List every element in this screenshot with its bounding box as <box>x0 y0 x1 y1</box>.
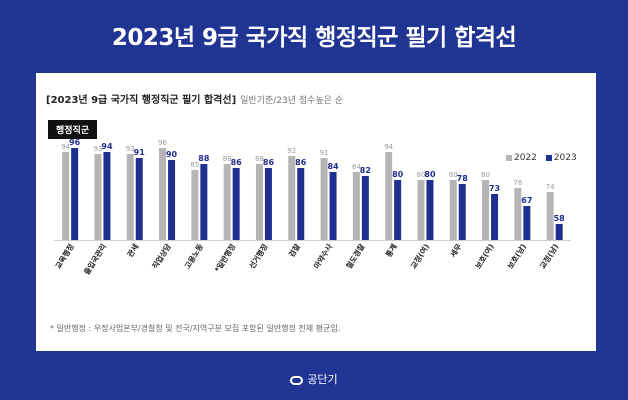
data-label-2023-8: 84 <box>327 162 339 171</box>
bar-2022-11 <box>417 180 425 240</box>
bar-2022-15 <box>546 192 554 240</box>
chart-title: [2023년 9급 국가직 행정직군 필기 합격선] 일반기준/23년 점수높은 … <box>46 91 343 106</box>
brand-name: 공단기 <box>307 373 338 386</box>
bar-2022-5 <box>223 164 231 240</box>
bar-2023-6 <box>264 168 272 240</box>
page-title: 2023년 9급 국가직 행정직군 필기 합격선 <box>111 25 517 51</box>
group-tag: 행정직군 <box>48 120 98 139</box>
category-label-14: 보호(남) <box>505 242 528 271</box>
data-label-2022-10: 94 <box>384 143 393 151</box>
data-label-2023-15: 58 <box>554 214 566 223</box>
category-label-9: 철도경찰 <box>343 242 366 271</box>
bar-2023-1 <box>103 152 111 240</box>
data-label-2022-0: 94 <box>61 143 70 151</box>
legend-label-2022: 2022 <box>514 153 537 163</box>
bar-2022-1 <box>94 154 102 240</box>
data-label-2022-1: 93 <box>93 145 102 153</box>
bar-2022-0 <box>62 152 70 240</box>
data-label-2022-5: 88 <box>223 155 232 163</box>
data-label-2023-13: 73 <box>489 184 500 193</box>
bar-2022-3 <box>159 148 167 240</box>
legend-swatch-2022 <box>506 154 512 161</box>
bar-2023-3 <box>168 160 176 240</box>
category-label-11: 교정(여) <box>408 242 431 271</box>
bar-2022-10 <box>385 152 393 240</box>
category-label-12: 세무 <box>448 242 464 259</box>
bar-2023-5 <box>232 168 240 240</box>
bar-2023-11 <box>426 180 434 240</box>
data-label-2022-12: 80 <box>449 171 458 179</box>
bar-2023-15 <box>555 224 563 240</box>
category-label-7: 검찰 <box>286 242 302 259</box>
category-label-4: 고용노동 <box>182 242 205 271</box>
category-label-13: 보호(여) <box>473 242 496 271</box>
bar-2022-13 <box>482 180 490 240</box>
data-label-2023-4: 88 <box>198 154 210 163</box>
bar-2022-8 <box>320 158 328 240</box>
bar-2023-7 <box>297 168 305 240</box>
bar-2022-14 <box>514 188 522 240</box>
data-label-2022-9: 84 <box>352 163 361 171</box>
category-label-1: 출입국관리 <box>81 242 108 277</box>
data-label-2023-10: 80 <box>392 170 404 179</box>
data-label-2022-13: 80 <box>481 171 490 179</box>
data-label-2023-5: 86 <box>231 158 243 167</box>
data-label-2023-2: 91 <box>134 148 146 157</box>
data-label-2023-0: 96 <box>69 138 81 147</box>
data-label-2022-6: 88 <box>255 155 264 163</box>
chart-panel: [2023년 9급 국가직 행정직군 필기 합격선] 일반기준/23년 점수높은 … <box>36 73 596 351</box>
category-label-0: 교육행정 <box>53 242 76 271</box>
legend-label-2023: 2023 <box>553 153 577 163</box>
bar-2022-4 <box>191 170 199 240</box>
category-label-3: 직업상담 <box>150 242 173 271</box>
data-label-2022-11: 80 <box>416 171 425 179</box>
category-label-5: *일반행정 <box>212 242 237 274</box>
bar-2022-7 <box>288 156 296 240</box>
footnote: * 일반행정 : 우정사업본부/경찰청 및 전국/지역구분 모집 포함된 일반행… <box>50 324 341 333</box>
bar-2022-6 <box>255 164 263 240</box>
data-label-2022-4: 85 <box>190 161 199 169</box>
bar-2023-14 <box>523 206 531 240</box>
brand-footer: 공단기 <box>0 371 628 387</box>
bar-2023-13 <box>491 194 499 240</box>
cloud-logo-icon <box>290 375 304 385</box>
data-label-2023-3: 90 <box>166 150 178 159</box>
bar-2023-10 <box>394 180 402 240</box>
chart-legend: 2022 2023 <box>506 153 583 163</box>
category-label-10: 통계 <box>383 242 399 259</box>
bar-2023-12 <box>458 184 466 240</box>
category-label-15: 교정(남) <box>537 242 560 271</box>
bar-2022-9 <box>352 172 360 240</box>
bar-2023-4 <box>200 164 208 240</box>
bar-2023-2 <box>135 158 143 240</box>
category-label-2: 관세 <box>125 242 141 259</box>
bar-2022-2 <box>126 154 134 240</box>
data-label-2023-1: 94 <box>101 142 113 151</box>
data-label-2022-7: 92 <box>287 147 296 155</box>
data-label-2023-11: 80 <box>424 170 436 179</box>
data-label-2022-3: 96 <box>158 139 167 147</box>
legend-swatch-2023 <box>545 154 552 161</box>
chart-title-text: [2023년 9급 국가직 행정직군 필기 합격선] <box>46 95 237 106</box>
data-label-2023-14: 67 <box>521 196 532 205</box>
legend-item-2023: 2023 <box>545 153 577 163</box>
legend-item-2022: 2022 <box>506 153 537 163</box>
bar-2023-9 <box>361 176 369 240</box>
category-label-8: 마약수사 <box>311 242 334 271</box>
data-label-2022-14: 76 <box>513 179 522 187</box>
data-label-2022-2: 93 <box>126 145 135 153</box>
data-label-2023-7: 86 <box>295 158 307 167</box>
bar-chart: 9496교육행정9394출입국관리9391관세9690직업상담8588고용노동8… <box>53 138 571 277</box>
data-label-2023-9: 82 <box>360 166 371 175</box>
data-label-2022-8: 91 <box>320 149 329 157</box>
bar-2022-12 <box>449 180 457 240</box>
data-label-2023-6: 86 <box>263 158 275 167</box>
category-label-6: 선거행정 <box>247 242 270 271</box>
bar-2023-8 <box>329 172 337 240</box>
data-label-2022-15: 74 <box>546 183 555 191</box>
data-label-2023-12: 78 <box>457 174 469 183</box>
bar-2023-0 <box>71 148 79 240</box>
chart-subtitle: 일반기준/23년 점수높은 순 <box>240 96 344 106</box>
